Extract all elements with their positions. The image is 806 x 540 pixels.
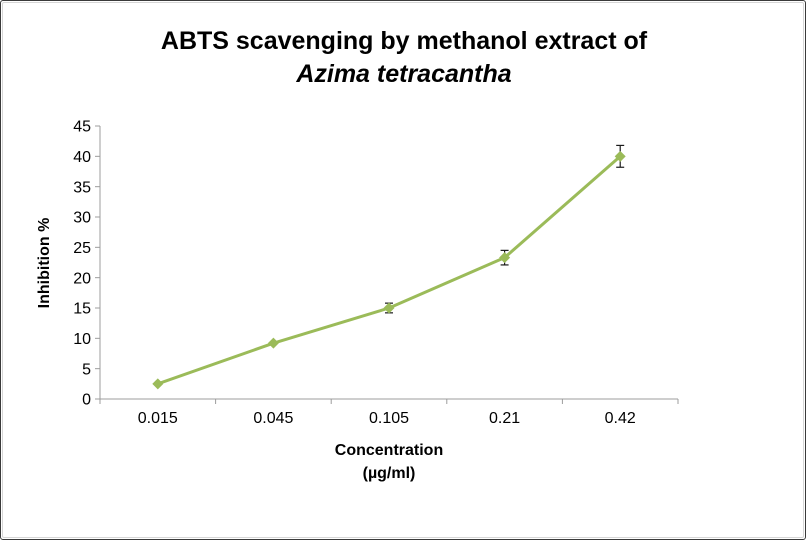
- y-tick-label: 5: [82, 361, 91, 378]
- series-line: [157, 155, 622, 386]
- chart-title-line1: ABTS scavenging by methanol extract of: [160, 27, 648, 55]
- data-point-marker: [499, 252, 511, 264]
- y-tick-label: 25: [73, 240, 91, 257]
- y-tick-label: 15: [73, 301, 91, 318]
- y-tick-label: 40: [73, 149, 91, 166]
- x-category-label: 0.105: [369, 410, 409, 427]
- y-tick-label: 10: [73, 331, 91, 348]
- x-category-label: 0.015: [138, 410, 178, 427]
- data-point-marker: [267, 337, 279, 349]
- data-point-marker: [383, 302, 395, 314]
- y-tick-label: 30: [73, 210, 91, 227]
- x-category-label: 0.045: [253, 410, 293, 427]
- x-axis-title: Concentration (µg/ml): [100, 439, 678, 485]
- x-category-label: 0.21: [489, 410, 520, 427]
- y-tick-label: 20: [73, 270, 91, 287]
- y-tick-label: 45: [73, 119, 91, 136]
- y-tick-label: 0: [82, 392, 91, 409]
- chart-title: ABTS scavenging by methanol extract of A…: [1, 25, 805, 91]
- chart-title-line2: Azima tetracantha: [296, 60, 512, 88]
- x-axis-title-line2: (µg/ml): [362, 465, 416, 482]
- data-point-marker: [152, 378, 164, 390]
- x-category-label: 0.42: [605, 410, 636, 427]
- y-tick-label: 35: [73, 179, 91, 196]
- x-axis-title-line1: Concentration: [334, 442, 444, 459]
- data-point-marker: [614, 150, 626, 162]
